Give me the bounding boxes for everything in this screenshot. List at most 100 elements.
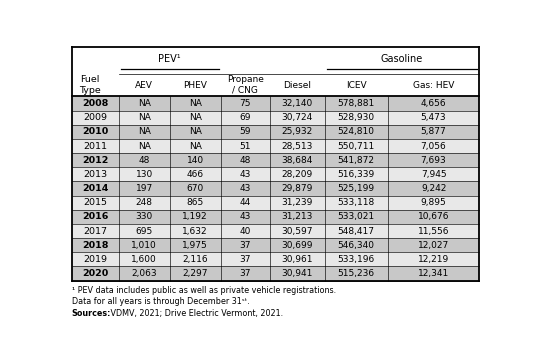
Bar (170, 153, 220, 167)
Text: AEV: AEV (135, 81, 153, 90)
Text: 1,975: 1,975 (182, 241, 208, 250)
Text: PHEV: PHEV (183, 81, 207, 90)
Text: 2014: 2014 (82, 184, 109, 193)
Bar (270, 96, 325, 111)
Text: 546,340: 546,340 (338, 241, 374, 250)
Text: 525,199: 525,199 (338, 184, 374, 193)
Bar (72, 266, 119, 281)
Bar (170, 181, 220, 196)
Text: 2016: 2016 (82, 212, 109, 221)
Text: 31,239: 31,239 (281, 198, 313, 207)
Text: NA: NA (137, 141, 151, 151)
Bar (170, 125, 220, 139)
Text: 48: 48 (239, 156, 251, 165)
Bar (72, 167, 119, 181)
Bar (388, 111, 479, 125)
Text: 248: 248 (136, 198, 152, 207)
Bar (170, 224, 220, 238)
Bar (325, 196, 388, 210)
Bar (119, 181, 170, 196)
Bar (119, 153, 170, 167)
Bar (220, 125, 270, 139)
Bar (388, 181, 479, 196)
Bar (170, 196, 220, 210)
Bar (72, 238, 119, 252)
Bar (72, 196, 119, 210)
Text: ¹ PEV data includes public as well as private vehicle registrations.: ¹ PEV data includes public as well as pr… (72, 286, 336, 295)
Text: 48: 48 (139, 156, 150, 165)
Bar (220, 210, 270, 224)
Text: 25,932: 25,932 (281, 127, 312, 136)
Text: 37: 37 (239, 241, 251, 250)
Text: Data for all years is through December 31ˢᵗ.: Data for all years is through December 3… (72, 297, 249, 306)
Text: NA: NA (189, 99, 202, 108)
Text: 550,711: 550,711 (338, 141, 374, 151)
Text: 528,930: 528,930 (338, 113, 374, 122)
Text: 30,941: 30,941 (281, 269, 313, 278)
Bar (220, 224, 270, 238)
Text: 30,724: 30,724 (281, 113, 312, 122)
Text: 28,209: 28,209 (281, 170, 312, 179)
Text: 2008: 2008 (82, 99, 109, 108)
Text: 533,196: 533,196 (338, 255, 374, 264)
Bar (72, 210, 119, 224)
Bar (170, 238, 220, 252)
Text: 2010: 2010 (82, 127, 109, 136)
Text: 37: 37 (239, 255, 251, 264)
Bar (119, 111, 170, 125)
Bar (388, 125, 479, 139)
Text: 140: 140 (187, 156, 204, 165)
Bar (270, 238, 325, 252)
Text: 38,684: 38,684 (281, 156, 313, 165)
Bar (270, 266, 325, 281)
Bar (119, 210, 170, 224)
Text: 2,116: 2,116 (182, 255, 208, 264)
Text: 2015: 2015 (83, 198, 108, 207)
Text: 2009: 2009 (83, 113, 108, 122)
Bar (388, 96, 479, 111)
Bar (220, 181, 270, 196)
Text: 43: 43 (239, 212, 251, 221)
Bar (220, 266, 270, 281)
Text: 51: 51 (239, 141, 251, 151)
Bar (388, 224, 479, 238)
Bar (388, 266, 479, 281)
Text: 30,597: 30,597 (281, 227, 313, 236)
Text: 29,879: 29,879 (281, 184, 313, 193)
Text: 330: 330 (135, 212, 153, 221)
Text: 9,895: 9,895 (421, 198, 446, 207)
Text: 40: 40 (239, 227, 251, 236)
Bar (388, 210, 479, 224)
Text: 11,556: 11,556 (418, 227, 449, 236)
Text: 30,699: 30,699 (281, 241, 313, 250)
Text: 44: 44 (240, 198, 251, 207)
Bar (72, 153, 119, 167)
Bar (388, 167, 479, 181)
Bar (170, 266, 220, 281)
Bar (72, 125, 119, 139)
Bar (170, 139, 220, 153)
Text: 5,473: 5,473 (421, 113, 446, 122)
Bar (270, 224, 325, 238)
Bar (220, 238, 270, 252)
Text: 130: 130 (135, 170, 153, 179)
Text: NA: NA (189, 127, 202, 136)
Text: VDMV, 2021; Drive Electric Vermont, 2021.: VDMV, 2021; Drive Electric Vermont, 2021… (108, 309, 284, 318)
Text: 2017: 2017 (83, 227, 108, 236)
Bar (325, 252, 388, 266)
Text: 2018: 2018 (82, 241, 109, 250)
Text: 12,341: 12,341 (418, 269, 449, 278)
Bar (119, 125, 170, 139)
Bar (325, 167, 388, 181)
Text: 466: 466 (187, 170, 204, 179)
Bar (270, 196, 325, 210)
Bar (119, 252, 170, 266)
Text: NA: NA (189, 113, 202, 122)
Text: 533,118: 533,118 (338, 198, 374, 207)
Text: 1,010: 1,010 (131, 241, 157, 250)
Bar (220, 111, 270, 125)
Text: 5,877: 5,877 (421, 127, 446, 136)
Bar (270, 181, 325, 196)
Bar (220, 153, 270, 167)
Text: 7,693: 7,693 (421, 156, 446, 165)
